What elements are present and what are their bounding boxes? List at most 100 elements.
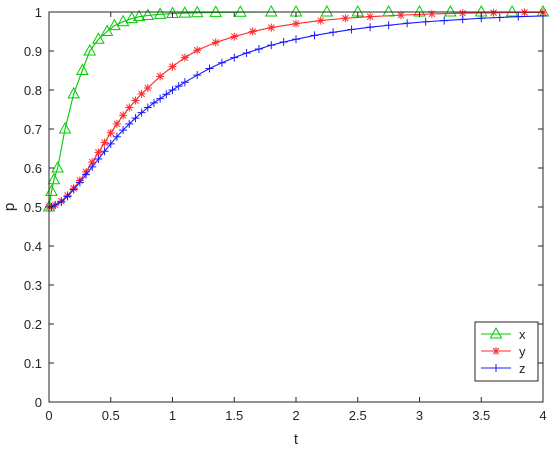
series-z-point	[347, 25, 356, 34]
y-tick-label: 0.7	[24, 122, 42, 137]
series-z-point	[69, 185, 78, 194]
series-x-point	[234, 5, 247, 17]
series-x-point	[444, 4, 457, 17]
series-z-point	[329, 28, 338, 37]
y-tick-label: 0.5	[24, 200, 42, 215]
series-z-point	[384, 21, 393, 30]
series-y-point	[193, 46, 202, 55]
series-y-point	[131, 96, 140, 105]
series-z-point	[119, 126, 128, 135]
series-y-point	[396, 11, 405, 20]
y-tick-label: 0.8	[24, 83, 42, 98]
series-z-point	[403, 19, 412, 28]
series-y-point	[180, 53, 189, 62]
series-z-point	[310, 31, 319, 40]
series-z-point	[205, 64, 214, 73]
series-z-point	[514, 12, 523, 21]
series-y-point	[156, 72, 165, 81]
series-z-point	[292, 35, 300, 44]
series-z-point	[88, 162, 97, 171]
series-z-point	[57, 197, 66, 206]
x-tick-label: 2	[292, 408, 299, 423]
series-y-point	[88, 158, 97, 167]
series-x-point	[47, 172, 61, 185]
series-x-point	[108, 18, 121, 31]
series-z-point	[149, 98, 158, 107]
series-x-point	[505, 4, 519, 17]
y-axis-label: p	[1, 203, 18, 211]
series-z-point	[100, 147, 109, 156]
series-y-point	[292, 19, 300, 28]
x-tick-label: 3.5	[472, 408, 490, 423]
series-z-point	[106, 139, 115, 148]
legend-item-x: x	[481, 326, 526, 342]
series-x-point	[83, 43, 97, 56]
legend-label-y: y	[519, 344, 526, 359]
series-x-point	[75, 63, 89, 75]
legend-item-z: z	[481, 361, 526, 376]
series-x-point	[141, 8, 155, 21]
series-z-point	[267, 41, 276, 50]
x-tick-label: 4	[539, 408, 546, 423]
series-y-point	[427, 9, 436, 18]
series-z-point	[82, 170, 91, 179]
series-x-point	[125, 11, 139, 24]
legend-label-z: z	[519, 361, 526, 376]
y-tick-label: 0.4	[24, 239, 42, 254]
series-y-point	[119, 111, 128, 120]
series-y-point	[168, 62, 177, 71]
series-y-point	[100, 138, 109, 147]
series-z-point	[254, 45, 263, 54]
series-z-point	[51, 201, 60, 210]
legend-marker-y	[492, 347, 500, 355]
series-z-point	[137, 108, 146, 117]
series-z	[45, 11, 547, 211]
legend-marker-x	[489, 326, 503, 339]
x-tick-label: 1.5	[225, 408, 243, 423]
series-z-point	[421, 17, 430, 26]
x-tick-label: 1	[169, 408, 176, 423]
series-x-point	[92, 32, 105, 44]
series-z-point	[156, 94, 165, 103]
series-x-point	[100, 24, 114, 36]
series-z-point	[458, 15, 467, 24]
series-y-point	[112, 119, 121, 128]
series-x-point	[51, 160, 64, 173]
series-z-line	[49, 15, 544, 208]
y-tick-label: 0.3	[24, 278, 42, 293]
series-z-point	[143, 103, 152, 112]
series-y-point	[366, 12, 375, 21]
plot-marks	[42, 4, 550, 212]
x-tick-label: 2.5	[349, 408, 367, 423]
series-z-point	[495, 13, 504, 22]
series-x-point	[153, 7, 167, 19]
series-x-point	[132, 9, 146, 22]
y-tick-label: 1	[35, 5, 42, 20]
series-z-point	[125, 119, 134, 128]
series-z-point	[366, 23, 375, 32]
y-tick-label: 0.9	[24, 44, 42, 59]
series-z-point	[193, 71, 202, 80]
x-tick-label: 0	[45, 408, 52, 423]
y-tick-label: 0	[35, 395, 42, 410]
series-z-point	[242, 48, 251, 57]
series-y-point	[137, 89, 146, 98]
series-x-point	[67, 86, 81, 99]
series-z-point	[217, 58, 226, 67]
series-y-point	[316, 16, 325, 25]
y-tick-label: 0.1	[24, 356, 42, 371]
axis-ticks: 0 0.5 1 1.5 2 2.5 3 3.5 4 0 0.1 0.2 0.3 0.4 0.5 0.6 0.7 0…	[24, 5, 547, 423]
series-y-point	[458, 9, 467, 18]
series-x-point	[209, 5, 223, 17]
x-tick-label: 3	[416, 408, 423, 423]
y-tick-label: 0.2	[24, 317, 42, 332]
x-axis-label: t	[294, 431, 299, 448]
legend-marker-z	[492, 364, 500, 372]
series-z-point	[440, 16, 449, 25]
series-y-point	[489, 8, 498, 17]
series-z-point	[75, 178, 84, 187]
series-z-point	[180, 78, 189, 87]
series-x-point	[166, 6, 179, 19]
